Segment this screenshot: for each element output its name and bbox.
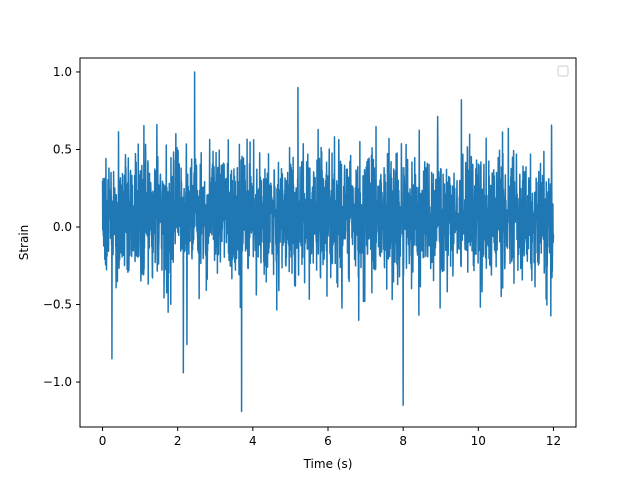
x-axis-ticks: 0 2 4 6 8 10 12 (99, 427, 561, 448)
x-tick-label: 8 (399, 434, 407, 448)
x-axis-label: Time (s) (303, 457, 353, 471)
x-tick-label: 12 (546, 434, 561, 448)
y-tick-label: 0.0 (53, 220, 72, 234)
x-tick-label: 2 (174, 434, 182, 448)
x-tick-label: 10 (471, 434, 486, 448)
y-axis-ticks: −1.0 −0.5 0.0 0.5 1.0 (43, 65, 80, 389)
plot-layer (101, 71, 555, 413)
x-tick-label: 4 (249, 434, 257, 448)
y-tick-label: −1.0 (43, 375, 72, 389)
x-tick-label: 0 (99, 434, 107, 448)
y-tick-label: −0.5 (43, 298, 72, 312)
x-tick-label: 6 (324, 434, 332, 448)
y-axis-label: Strain (17, 225, 31, 261)
legend-box (557, 65, 569, 77)
y-tick-label: 1.0 (53, 65, 72, 79)
series-line-strain (101, 71, 555, 413)
y-tick-label: 0.5 (53, 142, 72, 156)
